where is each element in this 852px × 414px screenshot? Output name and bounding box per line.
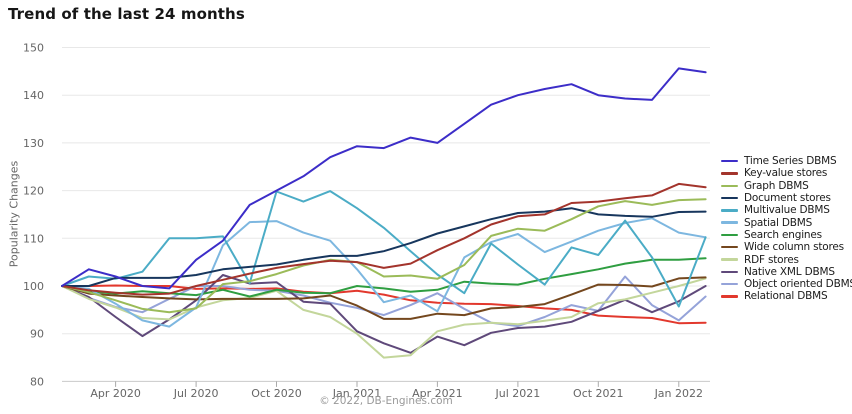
copyright-note: © 2022, DB-Engines.com xyxy=(319,395,453,407)
legend-swatch xyxy=(721,270,738,274)
x-tick-label: Apr 2021 xyxy=(412,387,463,400)
legend-swatch xyxy=(721,221,738,224)
legend-item-spatial-dbms[interactable]: Spatial DBMS xyxy=(721,216,852,229)
legend-label: Time Series DBMS xyxy=(744,155,837,168)
legend-swatch xyxy=(721,246,738,249)
series-line-wide-column-stores xyxy=(61,276,707,320)
series-line-multivalue-dbms xyxy=(61,190,707,308)
legend-label: Wide column stores xyxy=(744,241,844,254)
legend-item-relational-dbms[interactable]: Relational DBMS xyxy=(721,290,852,302)
legend-label: RDF stores xyxy=(744,253,799,266)
y-tick-label: 100 xyxy=(23,280,44,293)
x-tick-label: Apr 2020 xyxy=(90,387,141,400)
y-tick-label: 110 xyxy=(23,232,44,245)
series-line-key-value-stores xyxy=(61,182,707,296)
y-tick-label: 130 xyxy=(23,137,44,150)
legend-swatch xyxy=(721,159,738,163)
series-line-spatial-dbms xyxy=(61,217,707,328)
legend-label: Native XML DBMS xyxy=(744,265,835,278)
legend-item-rdf-stores[interactable]: RDF stores xyxy=(721,253,852,266)
legend-item-document-stores[interactable]: Document stores xyxy=(721,192,852,204)
legend-swatch xyxy=(721,295,738,298)
legend-item-graph-dbms[interactable]: Graph DBMS xyxy=(721,180,852,192)
legend-swatch xyxy=(721,196,738,200)
y-tick-label: 80 xyxy=(30,375,44,388)
legend-label: Search engines xyxy=(744,228,822,241)
series-line-relational-dbms xyxy=(61,284,707,325)
x-tick-label: Jul 2020 xyxy=(173,387,219,400)
legend-item-time-series-dbms[interactable]: Time Series DBMS xyxy=(721,155,852,167)
series-line-time-series-dbms xyxy=(61,67,707,290)
legend-swatch xyxy=(721,282,738,286)
legend-label: Graph DBMS xyxy=(744,179,809,192)
x-tick-label: Jul 2021 xyxy=(495,387,541,400)
legend-item-search-engines[interactable]: Search engines xyxy=(721,229,852,241)
legend-label: Relational DBMS xyxy=(744,290,828,303)
legend-item-object-oriented-dbms[interactable]: Object oriented DBMS xyxy=(721,278,852,290)
legend-label: Spatial DBMS xyxy=(744,216,813,229)
y-tick-label: 120 xyxy=(23,185,44,198)
y-tick-label: 90 xyxy=(30,328,44,341)
legend-swatch xyxy=(721,172,738,175)
series-line-graph-dbms xyxy=(61,198,707,314)
series-line-document-stores xyxy=(61,207,707,287)
x-tick-label: Oct 2021 xyxy=(573,387,624,400)
legend-label: Object oriented DBMS xyxy=(744,278,852,291)
series-line-rdf-stores xyxy=(61,277,707,359)
x-tick-label: Jan 2022 xyxy=(654,387,703,400)
legend-label: Multivalue DBMS xyxy=(744,204,830,217)
x-tick-label: Jan 2021 xyxy=(332,387,381,400)
chart-title: Trend of the last 24 months xyxy=(8,5,245,23)
x-tick-label: Oct 2020 xyxy=(251,387,302,400)
legend: Time Series DBMS Key-value stores Graph DB… xyxy=(721,155,852,303)
legend-item-key-value-stores[interactable]: Key-value stores xyxy=(721,167,852,179)
legend-swatch xyxy=(721,184,738,187)
legend-swatch xyxy=(721,209,738,212)
y-tick-label: 150 xyxy=(23,42,44,55)
y-axis-label: Popularity Changes xyxy=(7,160,21,268)
legend-item-wide-column-stores[interactable]: Wide column stores xyxy=(721,241,852,253)
y-tick-label: 140 xyxy=(23,89,44,102)
legend-swatch xyxy=(721,233,738,237)
legend-label: Document stores xyxy=(744,192,831,205)
legend-item-multivalue-dbms[interactable]: Multivalue DBMS xyxy=(721,204,852,216)
legend-item-native-xml-dbms[interactable]: Native XML DBMS xyxy=(721,266,852,278)
legend-swatch xyxy=(721,258,738,261)
legend-label: Key-value stores xyxy=(744,167,828,180)
